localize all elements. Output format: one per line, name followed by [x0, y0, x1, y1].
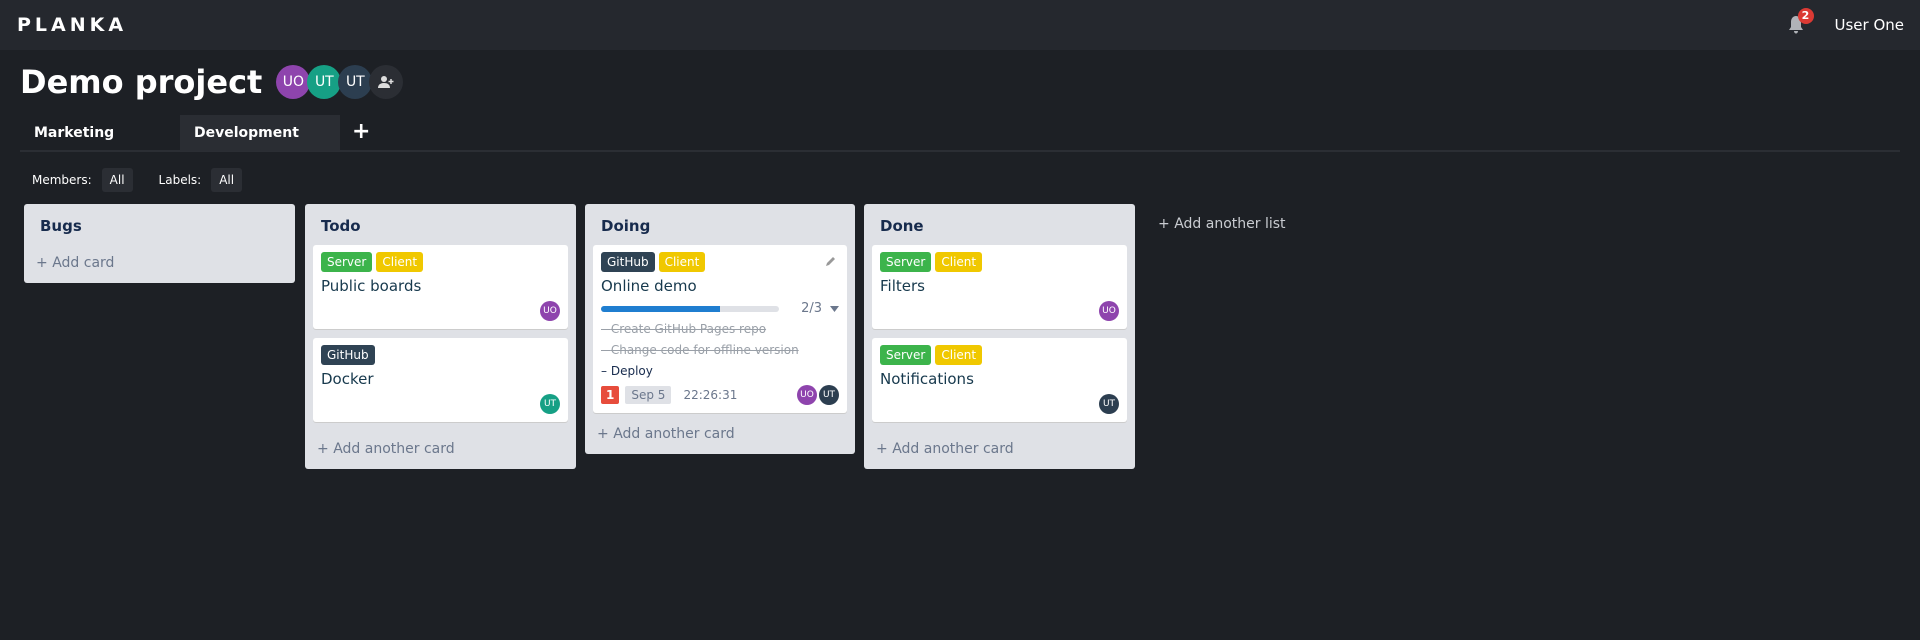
add-card-label: Add another card: [333, 441, 455, 457]
card[interactable]: GitHub Client Online demo 2/3 – Create Gi…: [593, 245, 847, 413]
task-text: Create GitHub Pages repo: [610, 322, 767, 336]
chevron-down-icon: [830, 305, 839, 312]
label-client: Client: [376, 252, 424, 272]
card-title: Notifications: [880, 370, 974, 388]
add-card-label: Add another card: [892, 441, 1014, 457]
card[interactable]: Server Client Notifications UT: [872, 338, 1127, 422]
user-menu[interactable]: User One: [1834, 16, 1905, 34]
label-client: Client: [658, 252, 706, 272]
add-card-label: Add card: [52, 255, 115, 271]
label-github: GitHub: [321, 345, 375, 365]
add-card-button[interactable]: + Add another card: [317, 441, 455, 457]
avatar: UT: [819, 385, 839, 405]
task-text: Change code for offline version: [610, 343, 799, 357]
add-board-button[interactable]: +: [352, 119, 371, 144]
list-title[interactable]: Bugs: [40, 217, 82, 235]
label-client: Client: [935, 252, 983, 272]
label-server: Server: [321, 252, 373, 272]
avatar: UO: [1099, 301, 1119, 321]
tab-marketing[interactable]: Marketing: [34, 125, 115, 141]
avatar: UO: [540, 301, 560, 321]
card[interactable]: Server Client Public boards UO: [313, 245, 568, 329]
card-title: Public boards: [321, 277, 422, 295]
members-filter-button[interactable]: All: [101, 168, 133, 192]
list-title[interactable]: Doing: [601, 217, 651, 235]
card-title: Docker: [321, 370, 374, 388]
list-todo: Todo Server Client Public boards UO GitHu…: [305, 204, 576, 469]
card-title: Online demo: [601, 277, 697, 295]
card[interactable]: GitHub Docker UT: [313, 338, 568, 422]
task-progress[interactable]: 2/3: [601, 301, 839, 316]
project-members: UO UT UT: [276, 65, 404, 99]
due-date: Sep 5: [625, 386, 672, 404]
list-doing: Doing GitHub Client Online demo 2/3 – Cre…: [585, 204, 855, 454]
label-server: Server: [880, 345, 932, 365]
add-list-label: Add another list: [1174, 216, 1286, 232]
avatar[interactable]: UO: [276, 65, 311, 99]
project-header: Demo project UO UT UT: [20, 60, 404, 104]
list-title[interactable]: Done: [880, 217, 924, 235]
filters: Members: All Labels: All: [32, 168, 268, 192]
label-client: Client: [935, 345, 983, 365]
task-text: Deploy: [610, 364, 653, 378]
progress-fill: [601, 305, 720, 312]
add-card-button[interactable]: + Add another card: [876, 441, 1014, 457]
add-card-label: Add another card: [613, 426, 735, 442]
logo[interactable]: PLANKA: [17, 14, 128, 36]
header-right: 2 User One: [1787, 0, 1905, 50]
avatar[interactable]: UT: [307, 65, 342, 99]
add-user-icon: [378, 76, 394, 88]
label-server: Server: [880, 252, 932, 272]
notifications-button[interactable]: 2: [1787, 8, 1814, 35]
progress-text: 2/3: [801, 301, 822, 316]
avatar: UO: [797, 385, 817, 405]
tab-development[interactable]: Development: [180, 115, 340, 151]
notification-badge: 2: [1797, 8, 1814, 24]
list-title[interactable]: Todo: [321, 217, 361, 235]
task-item: – Create GitHub Pages repo: [601, 322, 767, 336]
avatar[interactable]: UT: [338, 65, 373, 99]
timer[interactable]: 22:26:31: [683, 388, 738, 402]
count-badge: 1: [601, 386, 620, 404]
progress-bar: [601, 305, 780, 312]
card-title: Filters: [880, 277, 925, 295]
page-title: Demo project: [20, 63, 263, 101]
list-done: Done Server Client Filters UO Server Clien…: [864, 204, 1135, 469]
edit-pencil-icon[interactable]: [825, 255, 837, 267]
members-filter-label: Members:: [32, 173, 92, 187]
label-github: GitHub: [601, 252, 655, 272]
add-list-button[interactable]: + Add another list: [1158, 216, 1286, 232]
task-item: – Deploy: [601, 364, 653, 378]
add-member-button[interactable]: [369, 65, 404, 99]
add-card-button[interactable]: + Add card: [36, 255, 115, 271]
board-tabs: Marketing Development +: [20, 115, 1900, 152]
task-item: – Change code for offline version: [601, 343, 799, 357]
avatar: UT: [540, 394, 560, 414]
avatar: UT: [1099, 394, 1119, 414]
labels-filter-button[interactable]: All: [211, 168, 243, 192]
card[interactable]: Server Client Filters UO: [872, 245, 1127, 329]
add-card-button[interactable]: + Add another card: [597, 426, 735, 442]
labels-filter-label: Labels:: [158, 173, 202, 187]
top-bar: PLANKA 2 User One: [0, 0, 1920, 50]
list-bugs: Bugs + Add card: [24, 204, 295, 283]
